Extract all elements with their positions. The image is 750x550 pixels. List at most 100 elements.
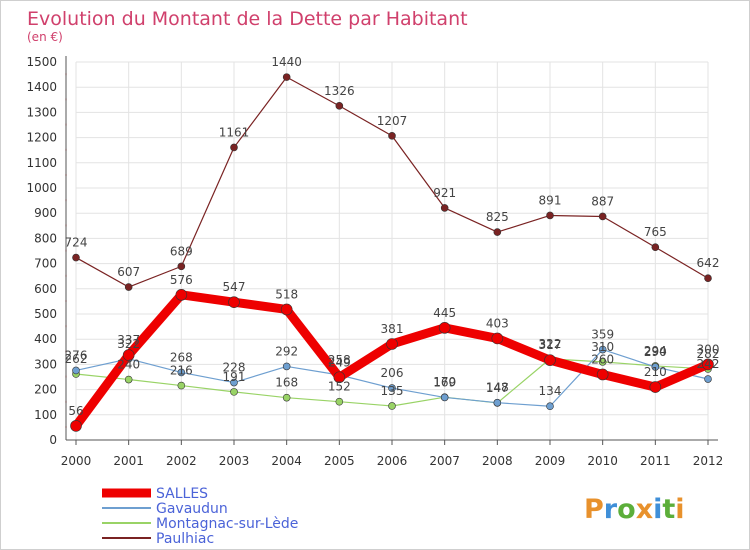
data-label-montagnac-sur-l-de: 147	[486, 381, 509, 395]
data-label-paulhiac: 1326	[324, 84, 355, 98]
data-label-gavaudun: 290	[644, 345, 667, 359]
data-label-gavaudun: 169	[433, 375, 456, 389]
data-point-salles	[122, 349, 135, 361]
data-label-salles: 518	[275, 287, 298, 301]
y-tick-label: 400	[34, 332, 57, 346]
data-label-gavaudun: 322	[117, 337, 140, 351]
data-point-salles	[70, 420, 82, 432]
y-tick-label: 700	[34, 257, 57, 271]
axes: 0 100 200 300 400 500 600 700 800 900 1000 1100 1200…	[26, 55, 723, 468]
chart-subtitle: (en €)	[27, 30, 63, 44]
data-label-paulhiac: 689	[170, 244, 193, 258]
data-point-paulhiac	[282, 73, 291, 81]
data-label-montagnac-sur-l-de: 322	[539, 337, 562, 351]
x-tick-label: 2000	[61, 454, 92, 468]
data-point-paulhiac	[546, 211, 554, 220]
data-label-gavaudun: 228	[223, 361, 246, 375]
data-point-paulhiac	[177, 262, 186, 271]
data-point-paulhiac	[124, 283, 133, 291]
data-point-paulhiac	[704, 274, 712, 283]
data-point-gavaudun	[704, 375, 712, 383]
data-label-salles: 56	[68, 404, 83, 418]
y-tick-label: 900	[34, 206, 57, 220]
legend-label-paulhiac: Paulhiac	[156, 531, 214, 547]
grid	[75, 61, 709, 440]
data-label-montagnac-sur-l-de: 191	[223, 370, 246, 384]
x-tick-label: 2004	[271, 454, 302, 468]
data-point-paulhiac	[493, 228, 502, 236]
data-label-gavaudun: 359	[591, 328, 614, 342]
data-point-paulhiac	[230, 143, 238, 152]
y-tick-label: 200	[34, 383, 57, 397]
y-tick-label: 1300	[26, 105, 57, 119]
x-tick-label: 2002	[166, 454, 197, 468]
data-point-gavaudun	[651, 363, 660, 371]
data-label-paulhiac: 921	[433, 186, 456, 200]
x-tick-label: 2009	[535, 454, 566, 468]
x-tick-label: 2007	[429, 454, 460, 468]
data-label-paulhiac: 724	[65, 236, 88, 250]
data-label-salles: 403	[486, 316, 509, 330]
x-tick-label: 2003	[219, 454, 250, 468]
data-label-paulhiac: 607	[117, 265, 140, 279]
data-point-gavaudun	[598, 345, 607, 354]
data-point-salles	[438, 322, 451, 334]
data-label-salles: 381	[381, 322, 404, 336]
data-label-gavaudun: 268	[170, 350, 193, 364]
data-label-montagnac-sur-l-de: 294	[644, 344, 667, 358]
data-point-salles	[228, 296, 240, 308]
data-point-gavaudun	[230, 378, 238, 387]
data-label-salles: 260	[591, 352, 614, 366]
data-label-paulhiac: 1161	[219, 125, 250, 139]
chart-title: Evolution du Montant de la Dette par Hab…	[27, 8, 468, 30]
x-tick-label: 2008	[482, 454, 513, 468]
data-point-montagnac-sur-l-de	[124, 375, 133, 384]
data-point-paulhiac	[335, 102, 344, 110]
y-tick-label: 1000	[26, 181, 57, 195]
x-tick-label: 2010	[587, 454, 618, 468]
data-labels: 724 607 689 1161 1440 1326 1207 921 825 891 887 765…	[65, 55, 720, 418]
data-label-montagnac-sur-l-de: 168	[275, 376, 298, 390]
data-point-salles	[386, 338, 398, 350]
data-label-gavaudun: 258	[328, 353, 351, 367]
data-label-montagnac-sur-l-de: 262	[65, 352, 88, 366]
data-point-salles	[491, 332, 504, 345]
data-label-salles: 317	[539, 338, 562, 352]
legend-label-montagnac-sur-l-de: Montagnac-sur-Lède	[156, 516, 298, 532]
y-tick-label: 600	[34, 282, 57, 296]
data-label-paulhiac: 887	[591, 194, 614, 208]
data-label-salles: 576	[170, 273, 193, 287]
y-tick-label: 1100	[26, 156, 57, 170]
series-layer	[70, 73, 714, 432]
data-label-paulhiac: 825	[486, 210, 509, 224]
data-point-gavaudun	[177, 368, 186, 377]
data-point-montagnac-sur-l-de	[230, 388, 238, 396]
data-point-salles	[649, 381, 662, 393]
data-label-gavaudun: 206	[381, 366, 404, 380]
data-point-salles	[596, 368, 609, 381]
data-point-gavaudun	[388, 384, 396, 392]
y-tick-label: 500	[34, 307, 57, 321]
data-point-paulhiac	[598, 212, 607, 221]
data-label-salles: 547	[223, 280, 246, 294]
y-tick-label: 300	[34, 357, 57, 371]
data-label-salles: 337	[117, 333, 140, 347]
y-tick-label: 1400	[26, 80, 57, 94]
data-point-salles	[280, 303, 293, 316]
y-tick-label: 0	[49, 433, 57, 447]
data-label-montagnac-sur-l-de: 216	[170, 364, 193, 378]
data-point-montagnac-sur-l-de	[282, 393, 291, 402]
data-point-paulhiac	[388, 132, 396, 140]
x-tick-label: 2011	[640, 454, 671, 468]
data-point-salles	[175, 289, 188, 301]
logo-text: Proxiti	[584, 494, 685, 525]
data-point-salles	[544, 354, 556, 366]
data-point-paulhiac	[440, 204, 449, 212]
data-point-gavaudun	[72, 366, 80, 375]
data-label-gavaudun: 148	[486, 381, 509, 395]
legend-label-salles: SALLES	[156, 486, 208, 502]
data-label-gavaudun: 292	[275, 344, 298, 358]
